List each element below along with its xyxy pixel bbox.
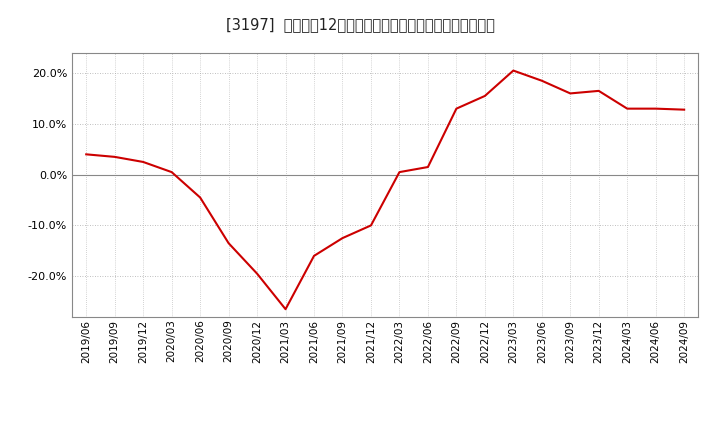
Text: [3197]  売上高の12か月移動合計の対前年同期増減率の推移: [3197] 売上高の12か月移動合計の対前年同期増減率の推移 [225, 18, 495, 33]
